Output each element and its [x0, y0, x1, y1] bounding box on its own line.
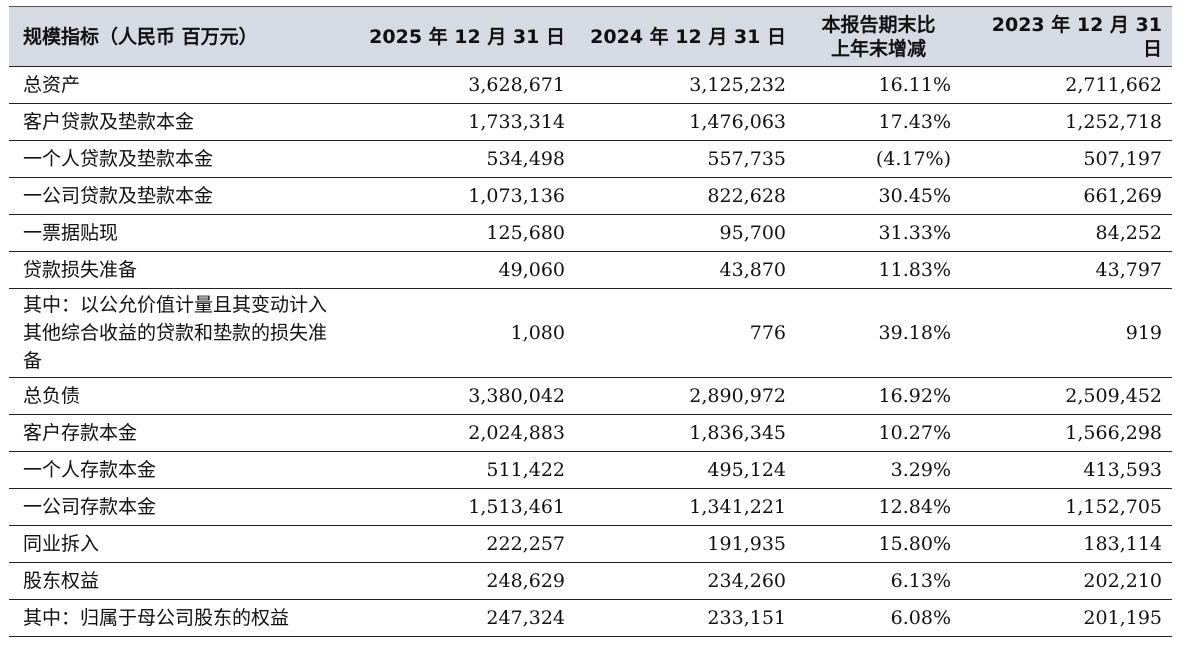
change-percent: 16.11% [796, 66, 961, 104]
row-label: 其中：归属于母公司股东的权益 [9, 599, 354, 637]
table-row: 贷款损失准备 49,060 43,870 11.83% 43,797 [9, 251, 1172, 289]
value-2023: 202,210 [961, 562, 1172, 600]
row-label: 一票据贴现 [9, 214, 354, 252]
value-2025: 3,628,671 [354, 66, 575, 104]
value-2024: 1,341,221 [575, 488, 796, 526]
row-label: 总资产 [9, 66, 354, 104]
table-row: 总负债 3,380,042 2,890,972 16.92% 2,509,452 [9, 377, 1172, 415]
value-2024: 495,124 [575, 451, 796, 489]
row-label: 其中：以公允价值计量且其变动计入其他综合收益的贷款和垫款的损失准备 [9, 288, 354, 378]
row-label: 一公司贷款及垫款本金 [9, 177, 354, 215]
change-percent: 10.27% [796, 414, 961, 452]
row-label: 总负债 [9, 377, 354, 415]
value-2025: 49,060 [354, 251, 575, 289]
header-2024: 2024 年 12 月 31 日 [575, 6, 796, 67]
value-2024: 3,125,232 [575, 66, 796, 104]
header-row: 规模指标（人民币 百万元） 2025 年 12 月 31 日 2024 年 12… [9, 6, 1172, 67]
value-2024: 191,935 [575, 525, 796, 563]
change-percent: (4.17%) [796, 140, 961, 178]
value-2025: 1,513,461 [354, 488, 575, 526]
value-2023: 1,566,298 [961, 414, 1172, 452]
value-2023: 919 [961, 288, 1172, 378]
header-change: 本报告期末比 上年末增减 [796, 6, 961, 67]
table-row: 一个人贷款及垫款本金 534,498 557,735 (4.17%) 507,197 [9, 140, 1172, 178]
value-2025: 248,629 [354, 562, 575, 600]
change-percent: 17.43% [796, 103, 961, 141]
value-2024: 776 [575, 288, 796, 378]
value-2023: 84,252 [961, 214, 1172, 252]
table-row: 一票据贴现 125,680 95,700 31.33% 84,252 [9, 214, 1172, 252]
table-row: 一公司贷款及垫款本金 1,073,136 822,628 30.45% 661,269 [9, 177, 1172, 215]
value-2024: 1,836,345 [575, 414, 796, 452]
value-2023: 661,269 [961, 177, 1172, 215]
row-label: 一个人贷款及垫款本金 [9, 140, 354, 178]
value-2023: 413,593 [961, 451, 1172, 489]
scale-indicators-table: 规模指标（人民币 百万元） 2025 年 12 月 31 日 2024 年 12… [9, 6, 1172, 637]
value-2024: 43,870 [575, 251, 796, 289]
value-2025: 2,024,883 [354, 414, 575, 452]
change-percent: 12.84% [796, 488, 961, 526]
change-percent: 3.29% [796, 451, 961, 489]
value-2023: 201,195 [961, 599, 1172, 637]
header-2023: 2023 年 12 月 31 日 [961, 6, 1172, 67]
header-2025: 2025 年 12 月 31 日 [354, 6, 575, 67]
value-2025: 247,324 [354, 599, 575, 637]
change-percent: 6.13% [796, 562, 961, 600]
change-percent: 15.80% [796, 525, 961, 563]
value-2025: 3,380,042 [354, 377, 575, 415]
row-label: 一公司存款本金 [9, 488, 354, 526]
value-2023: 43,797 [961, 251, 1172, 289]
header-indicator: 规模指标（人民币 百万元） [9, 6, 354, 67]
value-2025: 534,498 [354, 140, 575, 178]
value-2025: 222,257 [354, 525, 575, 563]
row-label: 一个人存款本金 [9, 451, 354, 489]
value-2025: 511,422 [354, 451, 575, 489]
change-percent: 6.08% [796, 599, 961, 637]
table-row: 总资产 3,628,671 3,125,232 16.11% 2,711,662 [9, 66, 1172, 104]
row-label: 客户存款本金 [9, 414, 354, 452]
table-row: 一个人存款本金 511,422 495,124 3.29% 413,593 [9, 451, 1172, 489]
value-2024: 557,735 [575, 140, 796, 178]
value-2024: 95,700 [575, 214, 796, 252]
table-row: 股东权益 248,629 234,260 6.13% 202,210 [9, 562, 1172, 600]
change-percent: 16.92% [796, 377, 961, 415]
value-2025: 125,680 [354, 214, 575, 252]
table-row: 同业拆入 222,257 191,935 15.80% 183,114 [9, 525, 1172, 563]
value-2024: 822,628 [575, 177, 796, 215]
header-change-line2: 上年末增减 [830, 37, 926, 60]
table-header: 规模指标（人民币 百万元） 2025 年 12 月 31 日 2024 年 12… [9, 6, 1172, 67]
value-2023: 507,197 [961, 140, 1172, 178]
table-body: 总资产 3,628,671 3,125,232 16.11% 2,711,662 客户贷款… [9, 66, 1172, 637]
value-2024: 234,260 [575, 562, 796, 600]
value-2024: 2,890,972 [575, 377, 796, 415]
financial-table-container: 规模指标（人民币 百万元） 2025 年 12 月 31 日 2024 年 12… [9, 6, 1172, 637]
change-percent: 30.45% [796, 177, 961, 215]
change-percent: 11.83% [796, 251, 961, 289]
table-row: 一公司存款本金 1,513,461 1,341,221 12.84% 1,152,705 [9, 488, 1172, 526]
value-2023: 2,509,452 [961, 377, 1172, 415]
value-2023: 183,114 [961, 525, 1172, 563]
table-row: 客户存款本金 2,024,883 1,836,345 10.27% 1,566,298 [9, 414, 1172, 452]
row-label: 同业拆入 [9, 525, 354, 563]
row-label: 客户贷款及垫款本金 [9, 103, 354, 141]
change-percent: 39.18% [796, 288, 961, 378]
value-2023: 1,252,718 [961, 103, 1172, 141]
table-row: 客户贷款及垫款本金 1,733,314 1,476,063 17.43% 1,252,7… [9, 103, 1172, 141]
value-2023: 1,152,705 [961, 488, 1172, 526]
value-2024: 1,476,063 [575, 103, 796, 141]
value-2024: 233,151 [575, 599, 796, 637]
table-row: 其中：归属于母公司股东的权益 247,324 233,151 6.08% 201,195 [9, 599, 1172, 637]
row-label: 贷款损失准备 [9, 251, 354, 289]
value-2025: 1,080 [354, 288, 575, 378]
header-change-line1: 本报告期末比 [821, 13, 936, 36]
table-row: 其中：以公允价值计量且其变动计入其他综合收益的贷款和垫款的损失准备 1,080 77… [9, 288, 1172, 378]
value-2025: 1,073,136 [354, 177, 575, 215]
change-percent: 31.33% [796, 214, 961, 252]
value-2023: 2,711,662 [961, 66, 1172, 104]
value-2025: 1,733,314 [354, 103, 575, 141]
row-label: 股东权益 [9, 562, 354, 600]
